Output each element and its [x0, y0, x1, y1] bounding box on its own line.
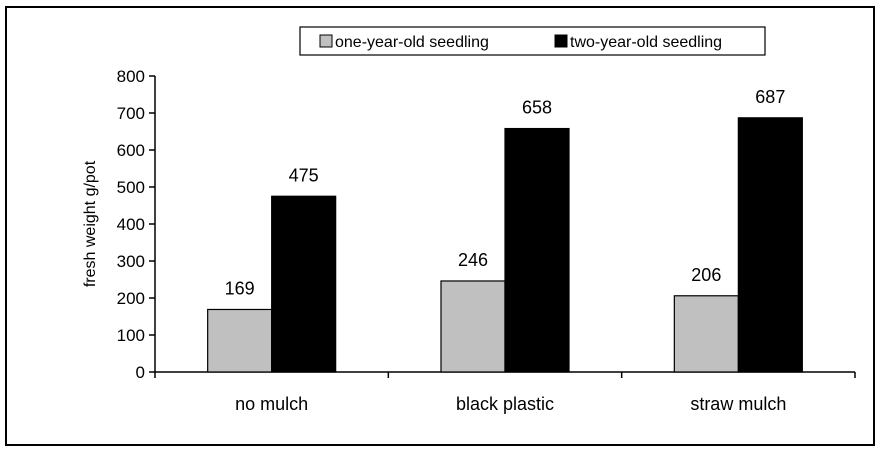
y-tick-label: 200: [117, 289, 145, 308]
y-tick-label: 800: [117, 67, 145, 86]
bar-two-year: [504, 127, 570, 373]
legend-label: one-year-old seedling: [335, 34, 489, 51]
data-label: 206: [691, 265, 721, 285]
legend-label: two-year-old seedling: [570, 34, 722, 51]
y-tick-label: 500: [117, 178, 145, 197]
y-axis: 0 100 200 300 400 500 600 700 800: [117, 67, 156, 382]
bar-one-year: [207, 308, 273, 373]
data-label: 658: [522, 98, 552, 118]
y-tick-label: 100: [117, 326, 145, 345]
y-tick-label: 600: [117, 141, 145, 160]
data-label: 475: [289, 165, 319, 185]
y-tick-label: 300: [117, 252, 145, 271]
bar-two-year: [737, 117, 803, 373]
bar-two-year: [271, 195, 337, 373]
data-label: 169: [225, 278, 255, 298]
x-category-label: straw mulch: [690, 394, 786, 414]
legend-swatch-two-year: [554, 34, 568, 48]
x-category-label: black plastic: [456, 394, 554, 414]
data-labels: 169 475 246 658 206 687: [225, 87, 786, 299]
x-category-label: no mulch: [235, 394, 308, 414]
legend-swatch-one-year: [319, 34, 333, 48]
y-tick-label: 400: [117, 215, 145, 234]
bars: [207, 117, 803, 373]
legend: one-year-old seedling two-year-old seedli…: [299, 26, 766, 56]
y-tick-label: 0: [136, 363, 145, 382]
bar-one-year: [440, 280, 506, 373]
data-label: 687: [755, 87, 785, 107]
y-tick-label: 700: [117, 104, 145, 123]
legend-box: [299, 26, 766, 56]
bar-one-year: [673, 295, 739, 373]
y-axis-title: fresh weight g/pot: [82, 160, 99, 287]
x-axis: no mulch black plastic straw mulch: [154, 371, 856, 414]
data-label: 246: [458, 250, 488, 270]
